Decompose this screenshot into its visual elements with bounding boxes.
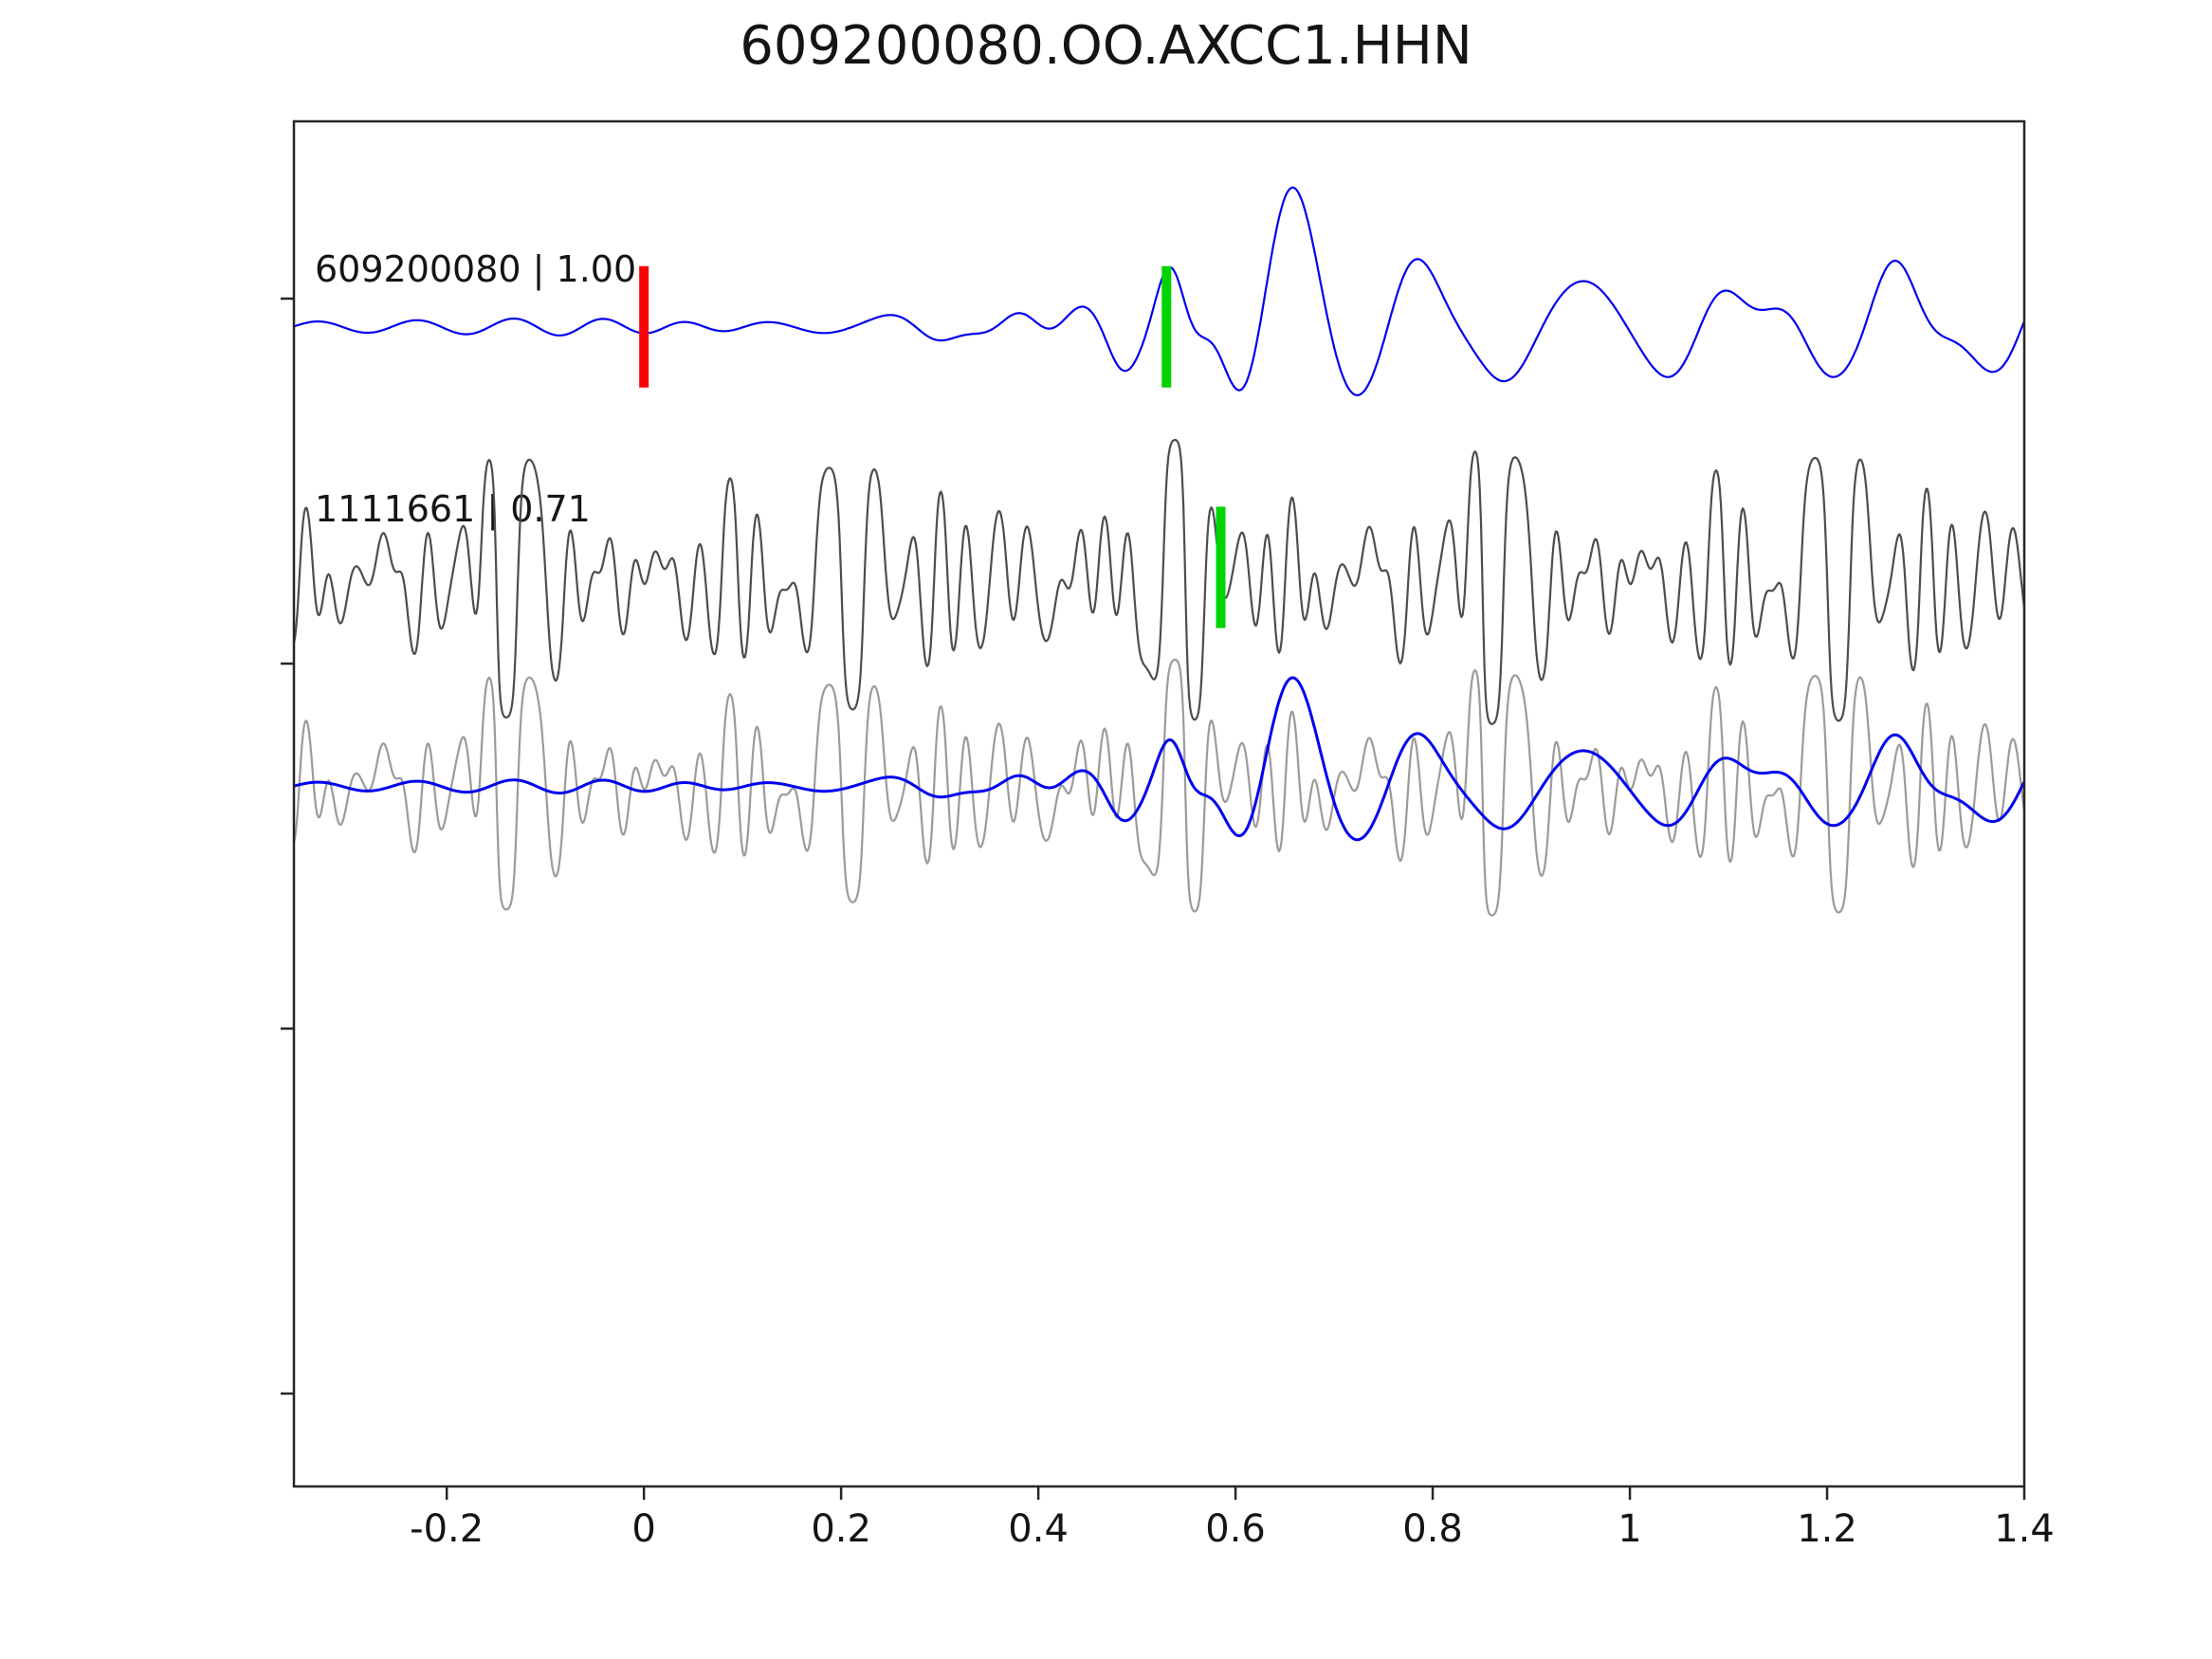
x-tick-label: 1.4 <box>1994 1507 2055 1551</box>
overlay-waveform-detection <box>294 658 2024 917</box>
x-tick-label: 0.4 <box>1008 1507 1069 1551</box>
template-waveform-template <box>294 186 2024 396</box>
detection-trace-label: 1111661 | 0.71 <box>315 488 591 530</box>
chart-title: 609200080.OO.AXCC1.HHN <box>740 15 1472 77</box>
x-tick-label: 0.8 <box>1402 1507 1463 1551</box>
x-tick-label: -0.2 <box>410 1507 484 1551</box>
axes-frame <box>292 119 2026 1488</box>
x-tick-label: 0.6 <box>1205 1507 1266 1551</box>
detection-waveform-detection <box>294 438 2024 725</box>
x-tick-label: 1.2 <box>1797 1507 1857 1551</box>
x-tick-label: 0.2 <box>811 1507 871 1551</box>
x-tick-label: 0 <box>631 1507 656 1551</box>
overlay-waveform-template <box>294 676 2024 842</box>
template-trace-label: 609200080 | 1.00 <box>315 248 637 290</box>
x-tick-label: 1 <box>1618 1507 1642 1551</box>
